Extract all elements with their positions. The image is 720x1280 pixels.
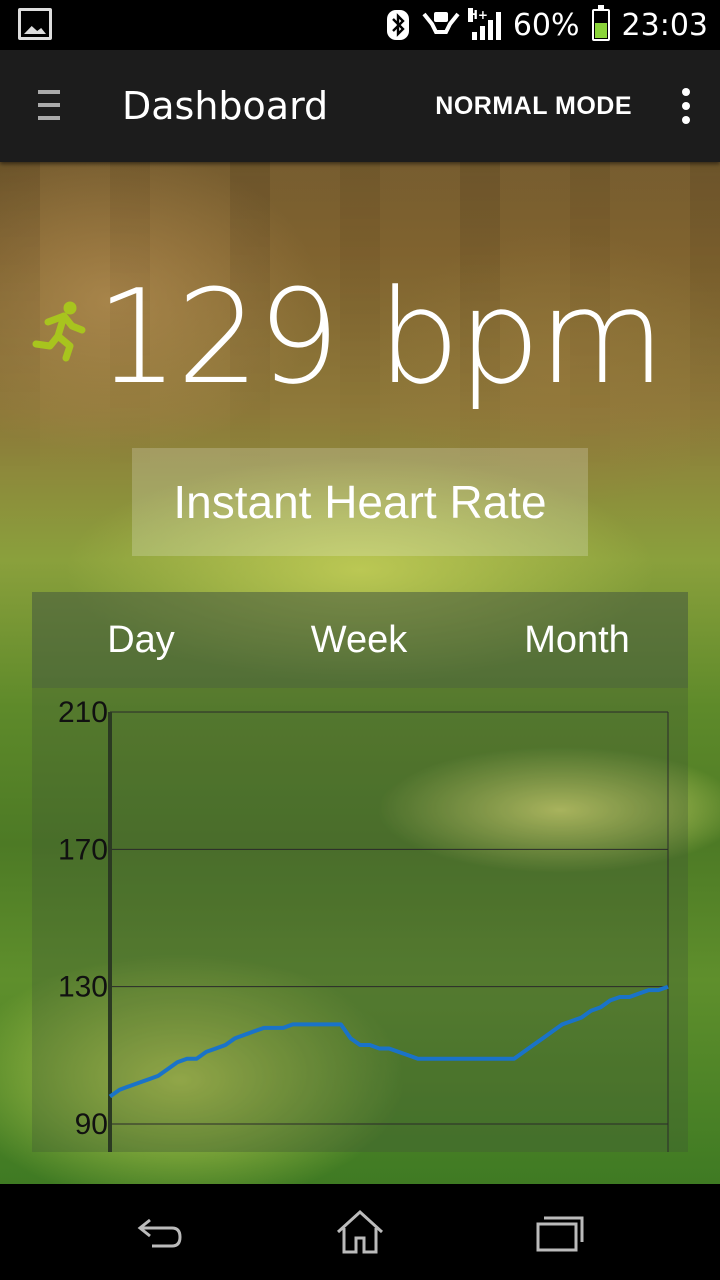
plot-area: [110, 712, 668, 1152]
clock: 23:03: [621, 7, 708, 43]
battery-percent: 60%: [512, 7, 580, 43]
navigation-bar: [0, 1184, 720, 1280]
forest-background: [0, 50, 720, 1184]
heart-rate-series-line: [108, 984, 669, 1099]
recent-apps-icon[interactable]: [532, 1206, 588, 1258]
action-bar: Dashboard NORMAL MODE: [0, 50, 720, 162]
normal-mode-button[interactable]: NORMAL MODE: [435, 92, 632, 120]
hands-icon: [422, 12, 460, 34]
y-tick-label: 210: [58, 696, 108, 729]
y-tick-label: 130: [58, 971, 108, 1004]
status-bar: H+ 60% 23:03: [0, 0, 720, 50]
signal-icon: H+: [467, 8, 501, 40]
home-icon[interactable]: [332, 1206, 388, 1258]
page-title: Dashboard: [122, 84, 329, 128]
tab-week[interactable]: Week: [310, 619, 408, 661]
y-tick-label: 170: [58, 833, 108, 866]
heart-rate-label: Instant Heart Rate: [173, 476, 547, 528]
period-tabs: Day Week Month: [32, 592, 688, 688]
battery-icon: [591, 5, 610, 41]
overflow-menu-icon[interactable]: [682, 88, 690, 124]
heart-rate-label-box[interactable]: Instant Heart Rate: [132, 448, 588, 556]
back-icon[interactable]: [132, 1206, 188, 1258]
heart-rate-chart: 210 170 130 90: [58, 696, 669, 1152]
tab-day[interactable]: Day: [107, 619, 175, 661]
network-type-label: H+: [467, 8, 488, 22]
running-icon: [32, 301, 86, 362]
bluetooth-icon: [386, 10, 409, 40]
chart-panel: Day Week Month 210 170 130 90: [32, 592, 688, 1152]
gallery-icon: [18, 8, 52, 40]
y-tick-label: 90: [75, 1108, 108, 1141]
tab-month[interactable]: Month: [524, 619, 630, 661]
menu-icon[interactable]: [38, 90, 60, 120]
heart-rate-value: 129 bpm: [96, 261, 665, 413]
